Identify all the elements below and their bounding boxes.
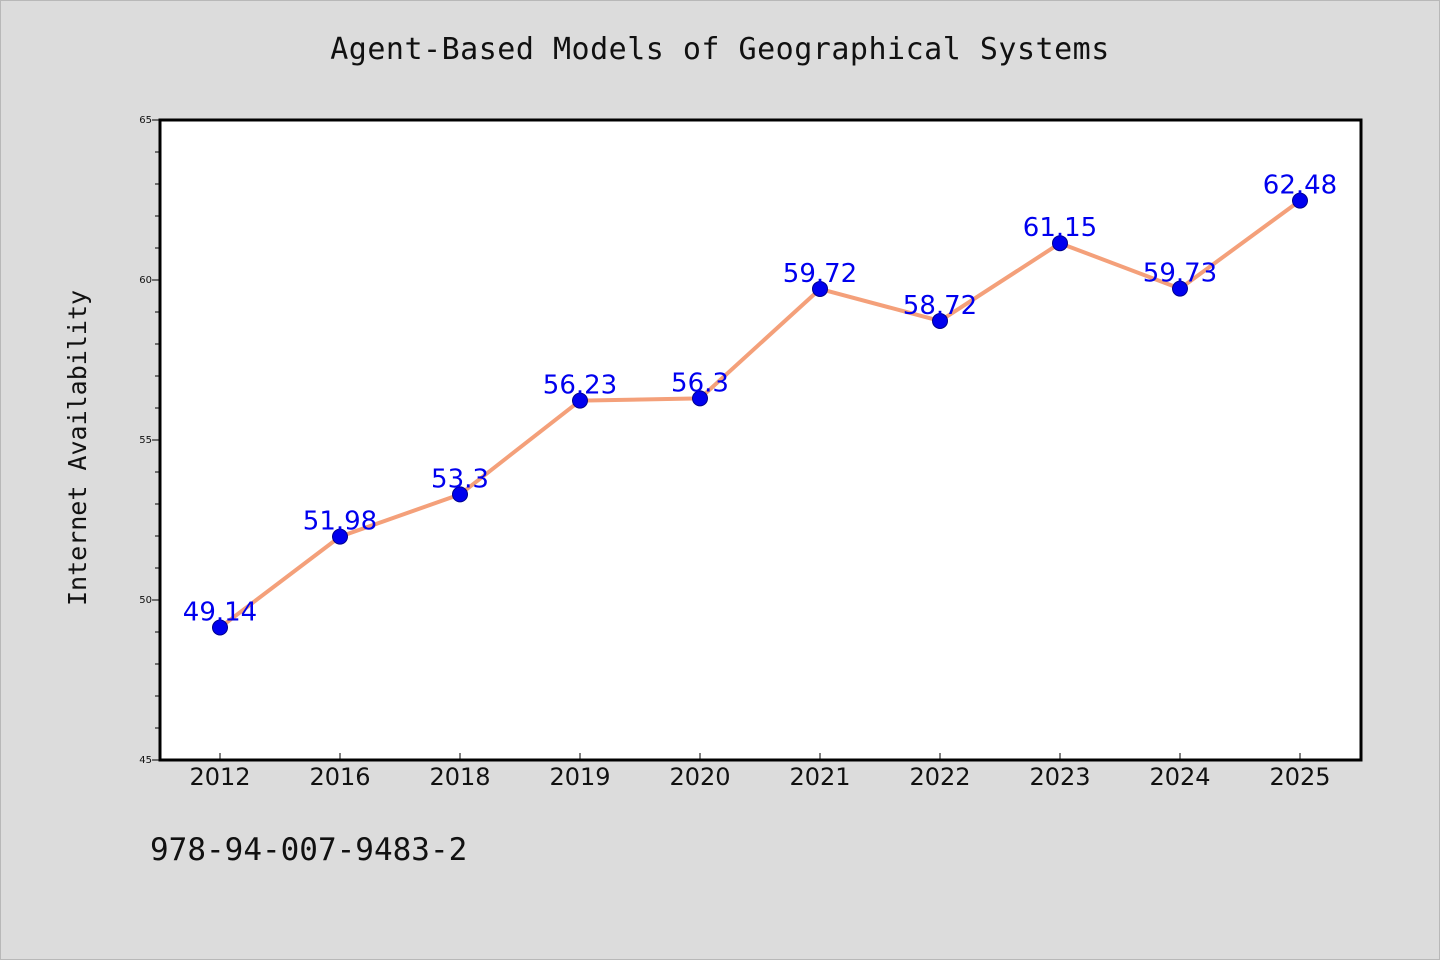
data-label: 51.98 xyxy=(303,507,377,537)
x-tick-label: 2021 xyxy=(789,763,850,791)
y-tick-label: 65 xyxy=(139,115,152,126)
data-point xyxy=(332,528,348,545)
x-tick-label: 2020 xyxy=(669,763,730,791)
x-tick-label: 2023 xyxy=(1029,763,1090,791)
data-point xyxy=(212,619,228,636)
data-label: 59.73 xyxy=(1143,259,1217,289)
data-point xyxy=(572,392,588,409)
x-tick-label: 2025 xyxy=(1269,763,1330,791)
data-labels: 49.14 51.98 53.3 56.23 56.3 59.72 58.72 61.15 59… xyxy=(183,171,1337,628)
data-point xyxy=(452,486,468,503)
y-tick-label: 50 xyxy=(139,595,152,606)
data-label: 49.14 xyxy=(183,598,257,628)
y-tick-label: 45 xyxy=(139,755,152,766)
data-label: 56.3 xyxy=(671,368,729,398)
isbn-text: 978-94-007-9483-2 xyxy=(150,832,468,868)
x-tick-label: 2016 xyxy=(309,763,370,791)
y-axis-label: Internet Availability xyxy=(63,290,92,606)
x-tick-label: 2018 xyxy=(429,763,490,791)
data-point xyxy=(1052,235,1068,252)
x-tick-label: 2019 xyxy=(549,763,610,791)
data-label: 56.23 xyxy=(543,371,617,401)
data-point xyxy=(932,312,948,329)
data-point xyxy=(1292,192,1308,209)
data-label: 62.48 xyxy=(1263,171,1337,201)
data-label: 61.15 xyxy=(1023,213,1097,243)
series-internet-availability xyxy=(212,192,1308,636)
x-tick-label: 2024 xyxy=(1149,763,1210,791)
y-tick-label: 60 xyxy=(139,275,152,286)
data-label: 53.3 xyxy=(431,464,489,494)
y-axis-ticks: 45 50 55 60 65 xyxy=(139,115,160,766)
chart-title: Agent-Based Models of Geographical Syste… xyxy=(330,32,1110,67)
series-line xyxy=(218,198,1302,630)
data-point xyxy=(1172,280,1188,297)
data-point xyxy=(812,280,828,297)
data-label: 58.72 xyxy=(903,291,977,321)
plot-area xyxy=(158,118,1363,762)
y-tick-label: 55 xyxy=(139,435,152,446)
data-label: 59.72 xyxy=(783,259,857,289)
data-point xyxy=(692,390,708,407)
x-tick-label: 2012 xyxy=(189,763,250,791)
x-tick-label: 2022 xyxy=(909,763,970,791)
x-axis-ticks: 2012 2016 2018 2019 2020 2021 2022 2023 2024 2025 xyxy=(189,753,1331,791)
